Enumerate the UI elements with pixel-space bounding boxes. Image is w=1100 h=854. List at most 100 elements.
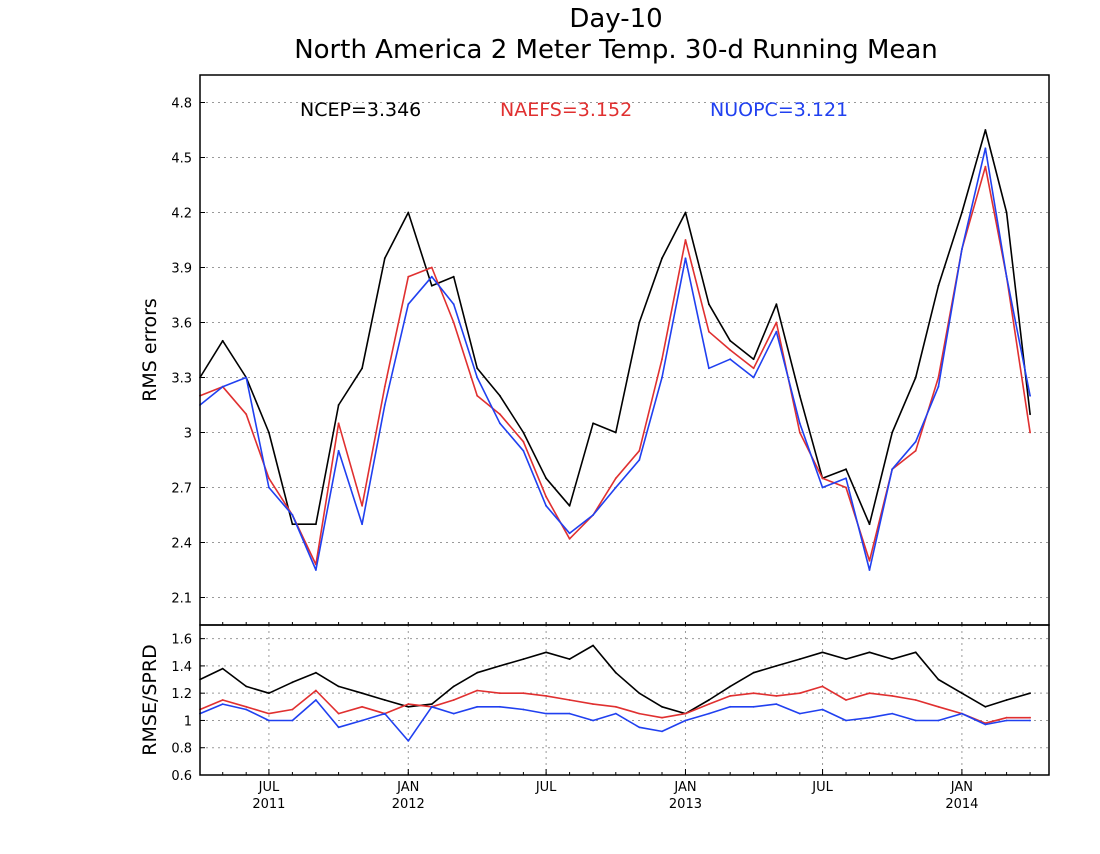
main-point-ncep-36: [1029, 413, 1031, 416]
ratio-point-nuopc-18: [614, 712, 617, 715]
ratio-point-naefs-6: [337, 712, 340, 715]
main-point-naefs-7: [361, 504, 363, 507]
main-point-nuopc-17: [592, 514, 594, 516]
main-point-naefs-25: [775, 321, 778, 324]
ratio-point-naefs-17: [592, 703, 594, 705]
ratio-plot-frame: [199, 624, 1050, 776]
legend-nuopc-equals: =: [778, 99, 794, 121]
ratio-point-naefs-11: [452, 699, 455, 701]
ratio-point-ncep-17: [592, 644, 594, 647]
main-point-nuopc-18: [614, 486, 617, 489]
ratio-series-ncep: [199, 644, 1031, 715]
main-point-nuopc-12: [476, 376, 479, 379]
ratio-point-ncep-11: [452, 685, 455, 688]
ratio-point-naefs-19: [638, 712, 641, 715]
main-point-nuopc-27: [821, 486, 824, 489]
main-point-ncep-31: [914, 376, 917, 379]
legend-nuopc-stat: 3.121: [794, 99, 848, 121]
main-grid: [200, 102, 1049, 598]
main-y-ticks: 2.1 2.4 2.7 3 3.3 3.6 3.9 4.2 4.5 4.8: [171, 97, 205, 607]
x-tick-year-0: 2011: [252, 797, 285, 812]
main-point-ncep-8: [383, 257, 386, 260]
main-point-naefs-24: [752, 367, 755, 370]
ratio-point-ncep-6: [337, 685, 340, 688]
legend-naefs-name: NAEFS: [500, 99, 562, 121]
ratio-point-naefs-25: [775, 695, 778, 697]
legend-naefs-stat: 3.152: [578, 99, 632, 121]
x-tick-year-1: 2012: [392, 797, 425, 812]
main-y-tick-label-8: 4.5: [171, 152, 192, 167]
main-point-ncep-23: [729, 339, 732, 342]
main-point-nuopc-11: [452, 303, 455, 306]
main-point-ncep-12: [476, 367, 479, 370]
main-point-naefs-32: [937, 376, 940, 379]
ratio-point-naefs-32: [937, 705, 940, 708]
ratio-point-naefs-7: [361, 705, 363, 708]
legend-ncep-name: NCEP: [300, 99, 351, 121]
ratio-point-nuopc-28: [845, 719, 847, 722]
main-point-ncep-21: [684, 211, 687, 214]
ratio-point-nuopc-19: [638, 726, 641, 729]
main-y-tick-label-5: 3.6: [171, 317, 192, 332]
ratio-point-ncep-13: [499, 665, 501, 667]
main-series-nuopc: [199, 147, 1031, 571]
main-point-nuopc-29: [868, 569, 871, 571]
ratio-point-naefs-20: [661, 716, 663, 719]
main-point-nuopc-3: [268, 486, 270, 489]
ratio-point-ncep-18: [614, 671, 617, 674]
ratio-point-naefs-5: [315, 689, 317, 692]
main-point-nuopc-10: [430, 275, 433, 278]
main-point-naefs-36: [1029, 431, 1031, 434]
ratio-point-naefs-29: [868, 692, 871, 695]
main-point-ncep-20: [661, 257, 663, 260]
chart-title: Day-10: [569, 4, 662, 34]
main-line-ncep: [199, 129, 1031, 526]
legend-nuopc-name: NUOPC: [710, 99, 778, 121]
main-point-ncep-18: [614, 431, 617, 434]
main-point-naefs-21: [684, 239, 687, 241]
main-point-ncep-28: [845, 468, 847, 471]
ratio-point-nuopc-9: [407, 740, 410, 742]
ratio-point-naefs-22: [708, 703, 710, 705]
ratio-point-nuopc-36: [1029, 719, 1031, 722]
x-tick-month-1: JAN: [396, 780, 419, 795]
ratio-point-naefs-27: [821, 685, 824, 688]
main-point-naefs-19: [638, 449, 641, 452]
main-point-ncep-6: [337, 404, 340, 406]
ratio-point-ncep-27: [821, 651, 824, 654]
main-y-tick-label-7: 4.2: [171, 207, 192, 222]
ratio-point-ncep-19: [638, 692, 641, 695]
main-point-nuopc-6: [337, 449, 340, 452]
ratio-point-nuopc-17: [592, 719, 594, 722]
ratio-point-nuopc-35: [1005, 719, 1008, 722]
main-series-group: [199, 129, 1031, 571]
main-y-tick-label-3: 3: [184, 427, 192, 442]
ratio-point-nuopc-29: [868, 716, 871, 719]
ratio-y-tick-label-3: 1.2: [171, 687, 192, 702]
ratio-point-nuopc-27: [821, 708, 824, 711]
main-y-tick-label-1: 2.4: [171, 537, 192, 552]
ratio-point-nuopc-23: [729, 705, 732, 708]
main-point-naefs-34: [984, 165, 987, 168]
ratio-point-nuopc-12: [476, 705, 479, 708]
ratio-point-naefs-35: [1005, 716, 1008, 719]
ratio-point-ncep-30: [891, 658, 894, 660]
ratio-point-nuopc-16: [568, 712, 571, 715]
ratio-point-ncep-15: [545, 651, 547, 654]
ratio-point-ncep-36: [1029, 692, 1031, 695]
main-y-tick-label-2: 2.7: [171, 482, 192, 497]
main-point-naefs-29: [868, 559, 871, 562]
main-point-naefs-16: [568, 537, 571, 540]
ratio-point-nuopc-31: [914, 719, 917, 722]
main-point-nuopc-31: [914, 440, 917, 443]
ratio-y-ticks: 0.6 0.8 1 1.2 1.4 1.6: [171, 633, 205, 784]
main-point-ncep-34: [984, 129, 987, 131]
main-y-tick-label-9: 4.8: [171, 97, 192, 112]
ratio-point-nuopc-10: [430, 705, 433, 708]
main-point-ncep-17: [592, 422, 594, 425]
main-point-nuopc-19: [638, 459, 641, 461]
ratio-point-naefs-21: [684, 712, 687, 715]
x-tick-year-5: 2014: [945, 797, 978, 812]
main-point-nuopc-33: [961, 248, 963, 251]
